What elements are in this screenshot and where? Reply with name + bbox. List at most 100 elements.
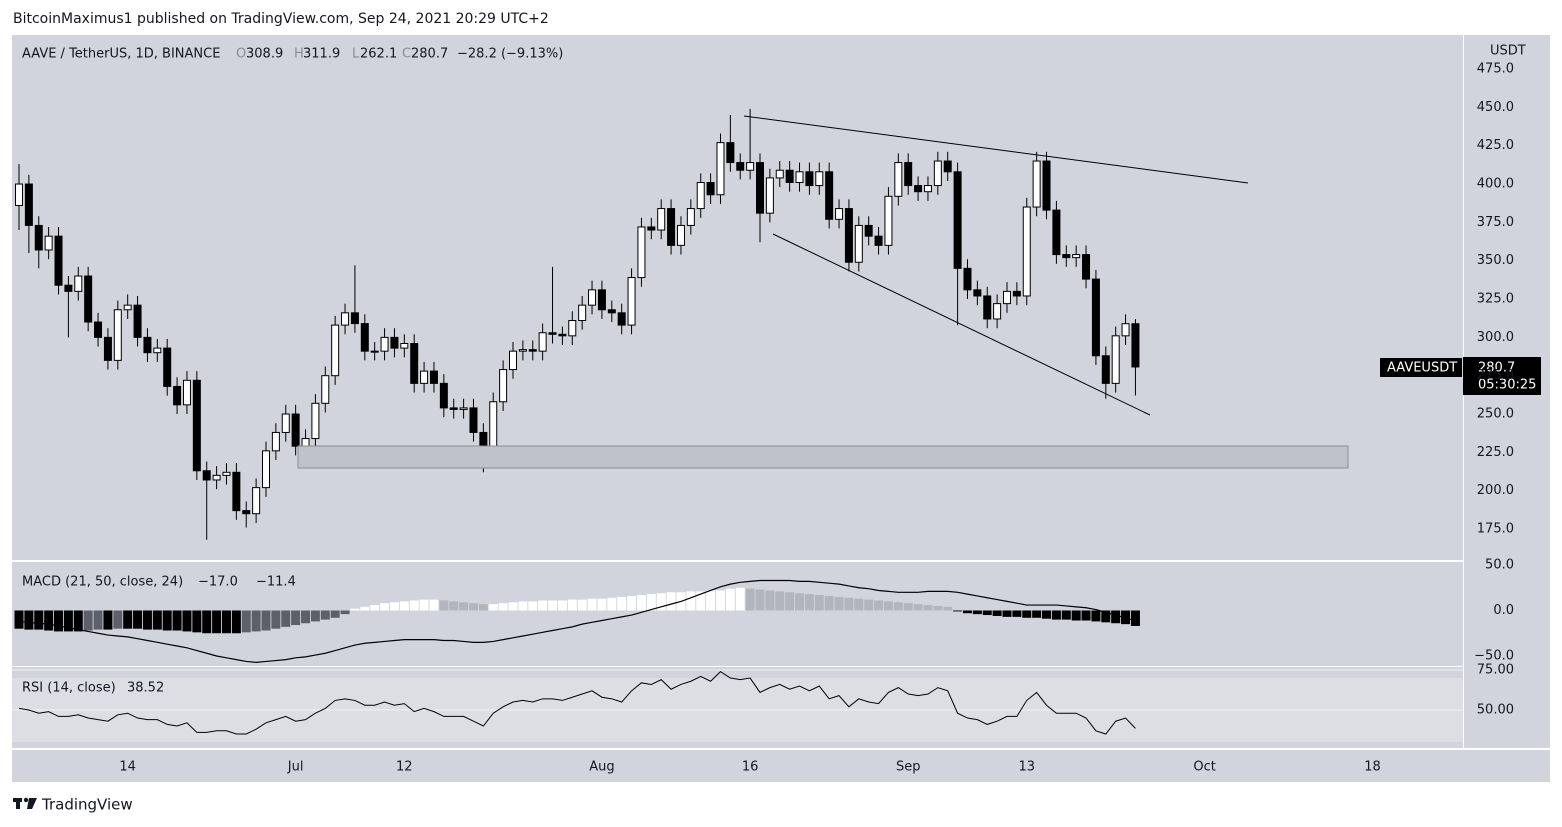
candle-body	[202, 470, 211, 481]
macd-histogram-bar	[1051, 610, 1061, 620]
ohlc-value: 280.7	[411, 47, 448, 62]
x-tick-label: 18	[1364, 760, 1381, 775]
candle-body	[746, 162, 755, 171]
change: −28.2 (−9.13%)	[457, 47, 563, 62]
candle-body	[716, 142, 725, 196]
macd-histogram-bar	[508, 602, 518, 611]
macd-histogram-bar	[192, 610, 202, 633]
macd-histogram-bar	[854, 598, 864, 611]
macd-histogram-bar	[923, 605, 933, 611]
ohlc-value: 308.9	[246, 47, 283, 62]
candle-body	[192, 379, 201, 472]
candle-body	[410, 342, 419, 384]
macd-histogram-bar	[182, 610, 192, 632]
candle-body	[667, 208, 676, 246]
candle-body	[795, 171, 804, 184]
candle-body	[1032, 160, 1041, 208]
candle-body	[212, 474, 221, 481]
macd-histogram-bar	[488, 604, 498, 611]
candle-body	[341, 312, 350, 326]
candle-body	[24, 183, 33, 226]
footer-brand: TradingView	[41, 796, 133, 814]
candle-body	[518, 349, 527, 352]
y-tick-label: 50.00	[1477, 703, 1514, 718]
candle-body	[775, 169, 784, 179]
candle-body	[1131, 323, 1140, 368]
candle-body	[765, 177, 774, 214]
ohlc-letter: L	[352, 47, 360, 62]
macd-histogram-bar	[804, 594, 814, 611]
macd-histogram-bar	[73, 610, 83, 632]
ohlc-letter: O	[236, 47, 246, 62]
ohlc-letter: H	[294, 47, 304, 62]
macd-histogram-bar	[548, 600, 558, 611]
y-tick-label: 275.0	[1477, 368, 1514, 383]
macd-histogram-bar	[360, 606, 370, 611]
y-tick-label: 300.0	[1477, 330, 1514, 345]
candle-body	[143, 336, 152, 354]
macd-histogram-bar	[567, 599, 577, 611]
candle-body	[370, 350, 379, 353]
candle-body	[1111, 335, 1120, 384]
macd-histogram-bar	[439, 600, 449, 611]
candle-body	[657, 208, 666, 231]
candle-body	[153, 347, 162, 354]
macd-histogram-bar	[755, 589, 765, 611]
last-price: 280.7	[1478, 361, 1515, 376]
price-panel	[12, 35, 1463, 560]
macd-histogram-bar	[528, 601, 538, 611]
macd-histogram-bar	[607, 597, 617, 611]
macd-histogram-bar	[1091, 610, 1101, 622]
candle-body	[252, 487, 261, 515]
macd-histogram-bar	[1022, 610, 1032, 618]
candle-body	[400, 342, 409, 349]
candle-body	[686, 208, 695, 226]
macd-histogram-bar	[449, 601, 459, 611]
candle-body	[528, 349, 537, 352]
macd-histogram-bar	[172, 610, 182, 631]
macd-histogram-bar	[133, 610, 143, 629]
macd-histogram-bar	[933, 605, 943, 611]
macd-histogram-bar	[320, 610, 330, 620]
macd-histogram-bar	[44, 610, 54, 631]
price-tag	[1463, 357, 1541, 395]
candle-body	[449, 407, 458, 410]
macd-histogram-bar	[152, 610, 162, 630]
candle-body	[54, 235, 63, 286]
y-tick-label: 475.0	[1477, 62, 1514, 77]
macd-histogram-bar	[785, 592, 795, 611]
candle-body	[933, 160, 942, 187]
candle-body	[499, 369, 508, 403]
candle-body	[894, 162, 903, 197]
candle-body	[84, 275, 93, 323]
macd-histogram-bar	[14, 610, 24, 629]
candle-body	[360, 323, 369, 352]
candle-body	[785, 169, 794, 184]
macd-histogram-bar	[350, 608, 360, 611]
candle-body	[736, 162, 745, 171]
candle-body	[15, 183, 23, 207]
macd-histogram-bar	[468, 603, 478, 611]
candle-body	[469, 407, 478, 433]
macd-histogram-bar	[93, 610, 103, 630]
candle-body	[301, 438, 310, 447]
macd-histogram-bar	[834, 596, 844, 611]
candle-body	[350, 312, 359, 325]
candle-body	[271, 431, 280, 452]
macd-histogram-bar	[795, 593, 805, 611]
candle-body	[835, 208, 844, 220]
rsi-line	[18, 671, 1136, 735]
macd-histogram-bar	[814, 595, 824, 611]
macd-histogram-bar	[617, 596, 627, 611]
candle-body	[262, 450, 270, 489]
macd-histogram-bar	[1101, 610, 1111, 623]
candle-body	[1042, 160, 1051, 211]
macd-histogram-bar	[1042, 610, 1052, 619]
macd-histogram-bar	[212, 610, 222, 634]
candle-body	[1022, 206, 1031, 297]
macd-histogram-bar	[775, 591, 785, 611]
macd-histogram-bar	[844, 597, 854, 611]
candle-body	[44, 235, 53, 251]
candle-body	[676, 224, 685, 246]
